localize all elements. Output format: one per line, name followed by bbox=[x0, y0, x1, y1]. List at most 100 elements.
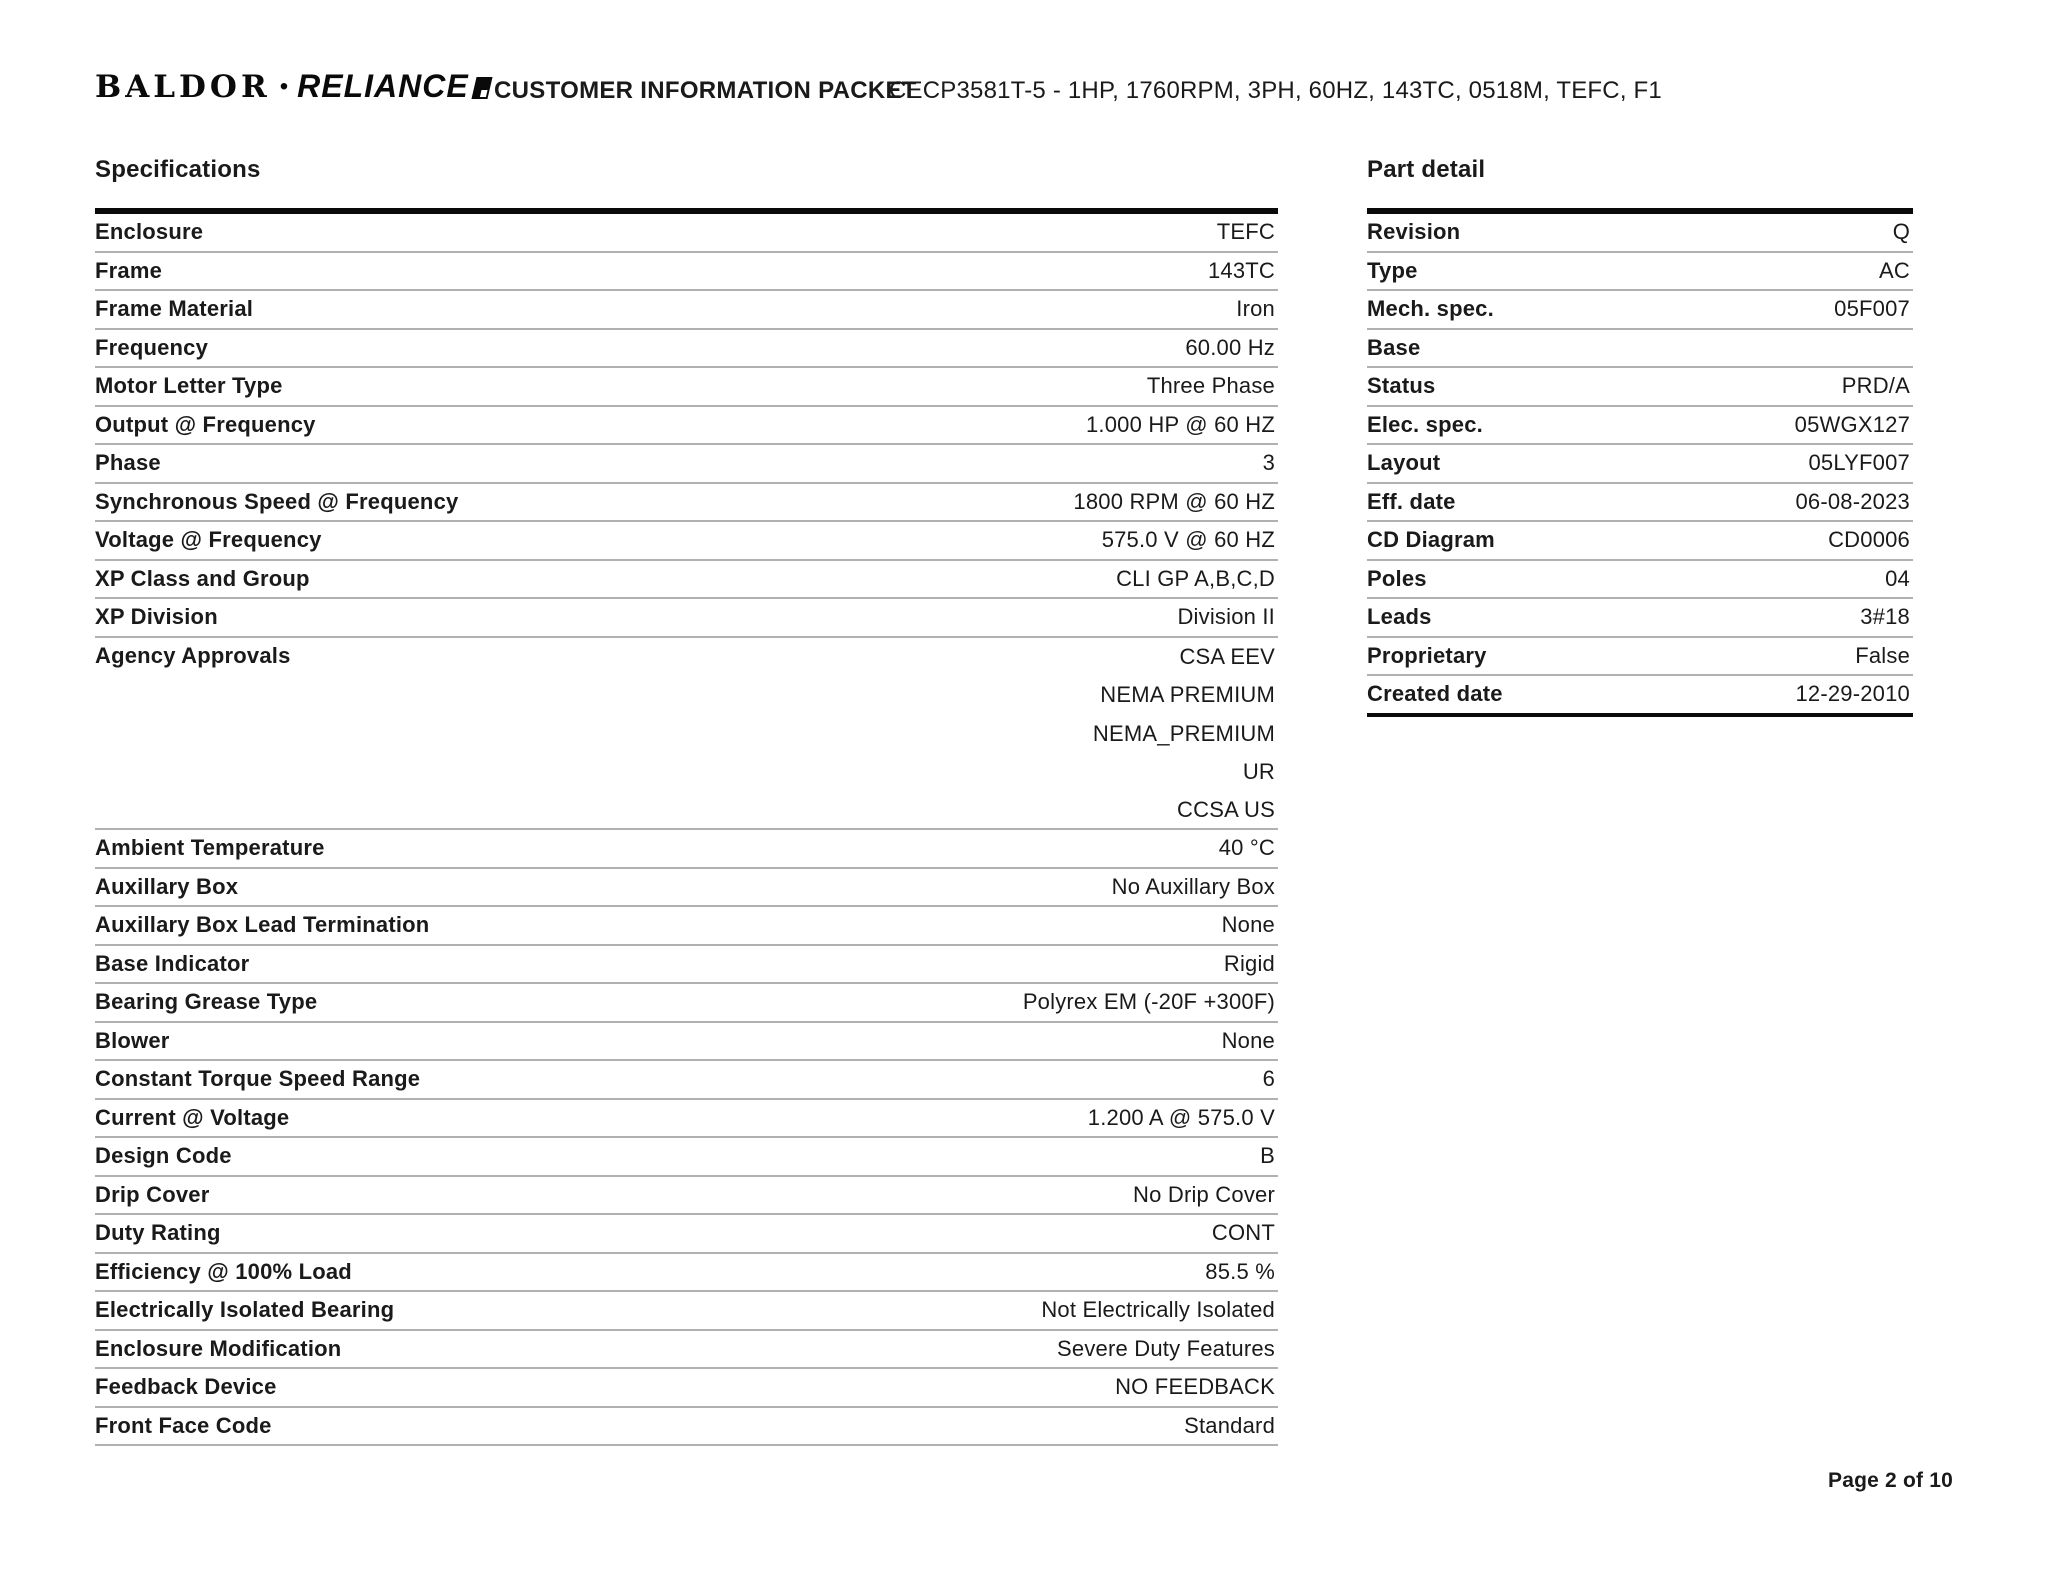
row-values: No Auxillary Box bbox=[238, 869, 1278, 906]
table-row: Feedback Device NO FEEDBACK bbox=[95, 1369, 1278, 1408]
row-label: Base Indicator bbox=[95, 950, 250, 976]
row-label: Duty Rating bbox=[95, 1220, 221, 1246]
row-label: Auxillary Box Lead Termination bbox=[95, 912, 430, 938]
row-values: Three Phase bbox=[283, 368, 1278, 405]
row-value: False bbox=[1855, 642, 1910, 668]
table-row: Electrically Isolated Bearing Not Electri… bbox=[95, 1292, 1278, 1331]
row-label: Base bbox=[1367, 334, 1421, 360]
row-value: CCSA US bbox=[1177, 796, 1275, 822]
row-values: 05LYF007 bbox=[1440, 445, 1913, 482]
row-values: Iron bbox=[253, 291, 1278, 328]
row-values: CLI GP A,B,C,D bbox=[310, 561, 1278, 598]
row-value: 1.200 A @ 575.0 V bbox=[1087, 1104, 1275, 1130]
row-value: UR bbox=[1242, 759, 1275, 785]
row-value: 143TC bbox=[1207, 257, 1275, 283]
row-values: 60.00 Hz bbox=[208, 330, 1278, 367]
table-row: Enclosure TEFC bbox=[95, 214, 1278, 253]
row-values: Q bbox=[1460, 214, 1913, 251]
row-label: Design Code bbox=[95, 1143, 232, 1169]
table-row: Status PRD/A bbox=[1367, 368, 1913, 407]
table-row: Auxillary Box No Auxillary Box bbox=[95, 869, 1278, 907]
row-label: Front Face Code bbox=[95, 1412, 272, 1438]
table-row: Voltage @ Frequency 575.0 V @ 60 HZ bbox=[95, 522, 1278, 561]
row-value: 40 °C bbox=[1218, 835, 1275, 861]
row-label: Frame bbox=[95, 257, 163, 283]
row-value: None bbox=[1221, 1027, 1275, 1053]
row-label: Motor Letter Type bbox=[95, 373, 283, 399]
row-values: AC bbox=[1418, 253, 1913, 290]
table-row: Poles 04 bbox=[1367, 561, 1913, 599]
part-detail-title: Part detail bbox=[1367, 156, 1486, 183]
row-label: Enclosure bbox=[95, 219, 204, 245]
row-values: 3#18 bbox=[1432, 599, 1913, 636]
row-values: None bbox=[429, 907, 1278, 944]
row-values: PRD/A bbox=[1435, 368, 1913, 405]
row-values: 05F007 bbox=[1494, 291, 1913, 328]
row-label: Constant Torque Speed Range bbox=[95, 1066, 421, 1092]
row-label: Layout bbox=[1367, 450, 1441, 476]
row-value: No Drip Cover bbox=[1133, 1181, 1275, 1207]
row-label: Auxillary Box bbox=[95, 873, 239, 899]
row-label: Output @ Frequency bbox=[95, 411, 316, 437]
row-value: 3#18 bbox=[1860, 604, 1910, 630]
table-row: Duty Rating CONT bbox=[95, 1215, 1278, 1254]
row-label: CD Diagram bbox=[1367, 527, 1495, 553]
logo-reliance-text: RELIANCE bbox=[297, 68, 469, 104]
row-values: Severe Duty Features bbox=[341, 1331, 1278, 1368]
row-label: XP Division bbox=[95, 604, 218, 630]
row-value: Standard bbox=[1184, 1412, 1275, 1438]
row-values: 12-29-2010 bbox=[1503, 676, 1913, 713]
row-values: CD0006 bbox=[1495, 522, 1913, 559]
row-value: 3 bbox=[1262, 450, 1275, 476]
table-row: Leads 3#18 bbox=[1367, 599, 1913, 638]
table-row: Frequency 60.00 Hz bbox=[95, 330, 1278, 368]
row-value: Rigid bbox=[1223, 950, 1275, 976]
row-value: CD0006 bbox=[1828, 527, 1910, 553]
row-label: Frame Material bbox=[95, 296, 254, 322]
row-label: Eff. date bbox=[1367, 488, 1456, 514]
table-row: Type AC bbox=[1367, 253, 1913, 291]
row-label: Mech. spec. bbox=[1367, 296, 1494, 322]
table-row: Bearing Grease Type Polyrex EM (-20F +300… bbox=[95, 984, 1278, 1023]
row-values: Division II bbox=[218, 599, 1278, 636]
row-value: None bbox=[1221, 912, 1275, 938]
row-label: Voltage @ Frequency bbox=[95, 527, 322, 553]
logo-dot-separator: • bbox=[279, 72, 289, 100]
row-values: 40 °C bbox=[325, 830, 1278, 867]
row-values: Polyrex EM (-20F +300F) bbox=[317, 984, 1278, 1021]
row-label: Efficiency @ 100% Load bbox=[95, 1258, 352, 1284]
document-title: CUSTOMER INFORMATION PACKET bbox=[494, 77, 917, 104]
specifications-section: Specifications Enclosure TEFC Frame 143TC Fr… bbox=[95, 156, 1278, 1446]
row-label: Enclosure Modification bbox=[95, 1335, 342, 1361]
row-label: Synchronous Speed @ Frequency bbox=[95, 488, 459, 514]
row-value: No Auxillary Box bbox=[1111, 873, 1275, 899]
table-row: CD Diagram CD0006 bbox=[1367, 522, 1913, 561]
row-label: Drip Cover bbox=[95, 1181, 210, 1207]
row-values bbox=[1420, 330, 1913, 367]
row-label: Leads bbox=[1367, 604, 1432, 630]
specifications-title: Specifications bbox=[95, 156, 261, 183]
row-label: Created date bbox=[1367, 681, 1503, 707]
row-value bbox=[1910, 330, 1913, 367]
row-value: 05WGX127 bbox=[1794, 411, 1910, 437]
row-value: AC bbox=[1879, 257, 1910, 283]
part-detail-table: Revision Q Type AC Mech. spec. 05F007 Base Stat… bbox=[1367, 208, 1913, 717]
row-label: Blower bbox=[95, 1027, 170, 1053]
table-row: Drip Cover No Drip Cover bbox=[95, 1177, 1278, 1215]
table-row: Layout 05LYF007 bbox=[1367, 445, 1913, 484]
table-row: Auxillary Box Lead Termination None bbox=[95, 907, 1278, 946]
table-row: Agency Approvals CSA EEV NEMA PREMIUM NEMA_… bbox=[95, 638, 1278, 830]
row-values: 06-08-2023 bbox=[1456, 484, 1913, 521]
trademark-box-icon bbox=[471, 76, 493, 99]
row-value: Iron bbox=[1236, 296, 1275, 322]
table-row: Enclosure Modification Severe Duty Featur… bbox=[95, 1331, 1278, 1369]
row-value: TEFC bbox=[1216, 219, 1275, 245]
row-label: Revision bbox=[1367, 219, 1461, 245]
row-values: None bbox=[170, 1023, 1278, 1060]
row-label: Ambient Temperature bbox=[95, 835, 325, 861]
table-row: Proprietary False bbox=[1367, 638, 1913, 676]
row-value: 6 bbox=[1262, 1066, 1275, 1092]
product-code: CECP3581T-5 - 1HP, 1760RPM, 3PH, 60HZ, 1… bbox=[889, 77, 1662, 104]
table-row: Elec. spec. 05WGX127 bbox=[1367, 407, 1913, 445]
row-label: Agency Approvals bbox=[95, 642, 291, 668]
